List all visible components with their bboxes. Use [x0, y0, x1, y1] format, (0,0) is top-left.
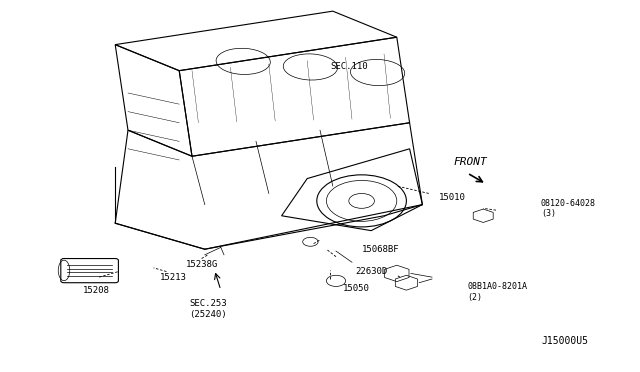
- Text: 15068BF: 15068BF: [362, 245, 399, 254]
- Text: 15213: 15213: [159, 273, 186, 282]
- Text: 15238G: 15238G: [186, 260, 218, 269]
- Text: J15000U5: J15000U5: [542, 336, 589, 346]
- Text: 08120-64028
(3): 08120-64028 (3): [541, 199, 596, 218]
- Text: SEC.253
(25240): SEC.253 (25240): [189, 299, 227, 319]
- Text: 15050: 15050: [342, 284, 369, 293]
- Text: FRONT: FRONT: [454, 157, 487, 167]
- Text: 08B1A0-8201A
(2): 08B1A0-8201A (2): [467, 282, 527, 302]
- Text: 15208: 15208: [83, 286, 109, 295]
- Text: SEC.110: SEC.110: [330, 62, 367, 71]
- Text: 15010: 15010: [438, 193, 465, 202]
- Text: 22630D: 22630D: [355, 267, 387, 276]
